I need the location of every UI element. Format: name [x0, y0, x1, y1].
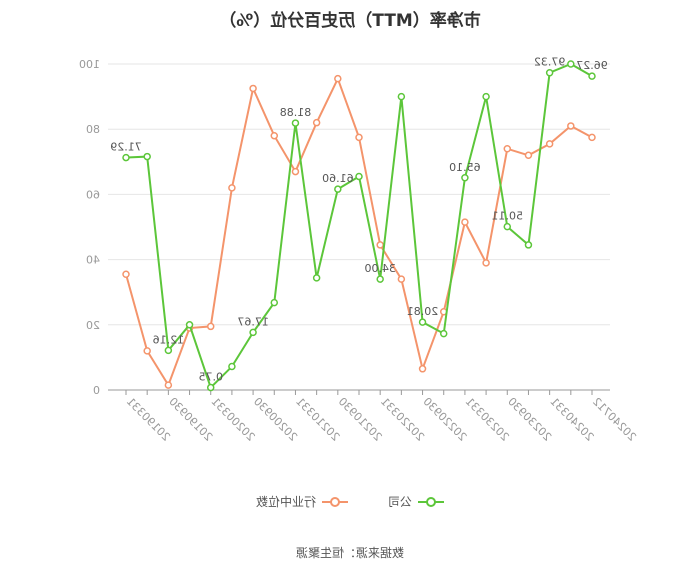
series-point-1	[164, 381, 173, 389]
data-label: 71.29	[110, 141, 142, 154]
series-point-0	[482, 92, 490, 101]
x-tick-label: 20210930	[336, 395, 385, 444]
legend-industry-label: 行业中位数	[255, 495, 316, 509]
x-tick-label: 20210331	[293, 395, 342, 444]
x-tick-label: 20200930	[251, 395, 300, 444]
data-label: 0.75	[198, 371, 223, 384]
series-point-1	[312, 118, 321, 127]
data-label: 96.27	[576, 59, 608, 72]
legend: 公司 行业中位数	[0, 493, 700, 510]
series-point-0	[439, 329, 448, 338]
data-label: 65.10	[449, 161, 481, 174]
series-point-0	[143, 152, 151, 161]
x-tick-label: 20190930	[166, 395, 215, 444]
series-point-1	[122, 270, 130, 279]
series-point-0	[206, 383, 215, 392]
series-point-0	[185, 321, 194, 329]
legend-item-company[interactable]: 公司	[388, 493, 445, 510]
series-point-1	[355, 133, 363, 142]
series-point-0	[164, 346, 173, 355]
x-tick-label: 20240712	[590, 395, 639, 444]
series-line-0	[125, 62, 593, 390]
series-point-0	[376, 275, 384, 283]
series-point-0	[291, 119, 300, 127]
series-point-1	[270, 131, 279, 140]
x-tick-label: 20220930	[420, 395, 469, 444]
series-point-0	[270, 298, 279, 307]
series-point-1	[249, 84, 257, 93]
data-label: 50.11	[492, 210, 524, 223]
series-point-0	[524, 241, 533, 249]
source-note: 数据来源：恒生聚源	[296, 546, 405, 560]
x-tick-label: 20230331	[463, 395, 512, 444]
series-point-1	[228, 184, 236, 192]
series-line-1	[125, 76, 593, 388]
series-point-1	[143, 347, 151, 355]
data-label: 97.32	[534, 56, 566, 69]
legend-company-marker-icon	[418, 496, 445, 507]
series-point-1	[291, 167, 300, 176]
legend-industry-marker-icon	[322, 496, 348, 507]
x-tick-label: 20230930	[505, 395, 554, 444]
y-tick-label: 20	[86, 319, 100, 332]
series-point-1	[461, 218, 469, 226]
y-tick-label: 60	[86, 188, 100, 201]
series-point-1	[482, 259, 490, 267]
series-point-0	[503, 222, 512, 231]
series-point-1	[545, 140, 554, 148]
series-point-0	[334, 185, 342, 193]
series-point-0	[588, 72, 596, 80]
series-point-0	[461, 174, 469, 182]
series-point-1	[334, 74, 342, 83]
series-point-0	[122, 153, 130, 162]
series-point-0	[418, 318, 427, 326]
y-tick-label: 100	[79, 58, 100, 71]
series-point-0	[545, 68, 554, 77]
data-label: 17.67	[237, 315, 269, 328]
series-point-1	[376, 241, 384, 249]
y-tick-label: 80	[86, 123, 100, 136]
x-tick-label: 20200331	[209, 395, 258, 444]
series-point-1	[206, 322, 215, 331]
x-tick-label: 20220331	[378, 395, 427, 444]
data-label: 34.00	[364, 262, 396, 275]
series-point-0	[397, 92, 406, 101]
legend-item-industry[interactable]: 行业中位数	[256, 493, 348, 510]
series-point-1	[418, 365, 427, 373]
series-point-0	[567, 60, 575, 68]
x-tick-label: 20240331	[548, 395, 597, 444]
series-point-1	[567, 122, 575, 130]
y-tick-label: 0	[93, 384, 100, 397]
series-point-0	[228, 362, 236, 371]
series-point-0	[249, 328, 257, 337]
legend-company-label: 公司	[388, 495, 413, 509]
y-tick-label: 40	[86, 254, 100, 267]
data-label: 61.60	[322, 172, 354, 185]
data-label: 12.16	[153, 333, 185, 346]
series-point-0	[355, 172, 363, 181]
series-point-1	[397, 275, 406, 283]
series-point-1	[503, 145, 512, 153]
series-point-0	[312, 274, 321, 282]
data-label: 81.88	[280, 106, 312, 119]
x-tick-label: 20190331	[124, 395, 173, 444]
data-label: 20.81	[407, 305, 439, 318]
series-point-1	[588, 133, 596, 142]
series-point-1	[524, 151, 533, 160]
